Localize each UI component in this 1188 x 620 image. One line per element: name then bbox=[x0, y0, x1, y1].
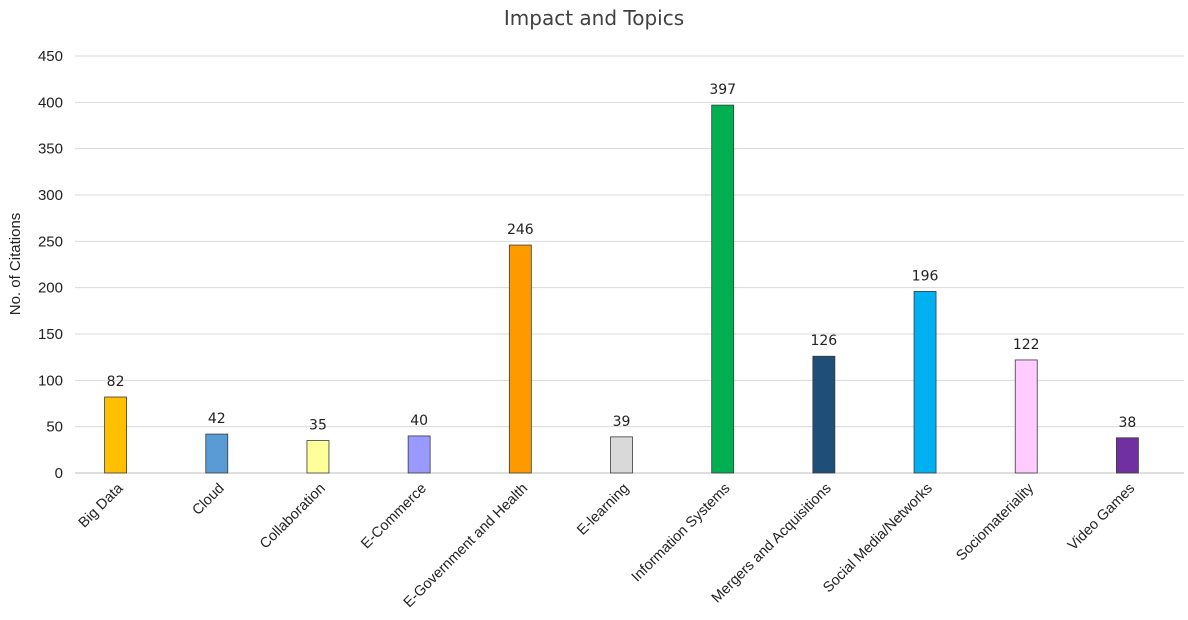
y-tick-label: 400 bbox=[38, 94, 63, 111]
data-label: 397 bbox=[709, 82, 736, 98]
data-label: 42 bbox=[208, 411, 226, 427]
bar bbox=[610, 436, 633, 474]
category-label: E-Commerce bbox=[358, 481, 430, 553]
y-tick-label: 200 bbox=[38, 280, 63, 297]
category-label: Social Media/Networks bbox=[820, 481, 936, 597]
category-label: Collaboration bbox=[257, 481, 329, 553]
data-labels: 82 42 35 40 246 39 397 126 196 122 38 bbox=[107, 82, 1137, 433]
y-tick-label: 350 bbox=[38, 141, 63, 158]
category-label: E-learning bbox=[574, 481, 632, 539]
data-label: 196 bbox=[912, 268, 939, 284]
x-axis-categories: Big Data Cloud Collaboration E-CommerceE-Go… bbox=[76, 480, 1138, 611]
bar bbox=[913, 290, 937, 474]
data-label: 126 bbox=[810, 333, 837, 349]
y-axis-ticks: 0 50 100 150 200 250 300 350 400 450 bbox=[38, 48, 63, 482]
category-label: Mergers and Acquisitions bbox=[709, 481, 835, 607]
data-label: 246 bbox=[507, 222, 534, 238]
bar bbox=[1014, 359, 1038, 474]
data-label: 82 bbox=[107, 374, 125, 390]
data-label: 122 bbox=[1013, 337, 1040, 353]
category-label: Video Games bbox=[1065, 481, 1138, 554]
bar bbox=[205, 433, 229, 474]
y-tick-label: 50 bbox=[46, 419, 63, 436]
bar bbox=[812, 355, 836, 474]
chart-title: Impact and Topics bbox=[503, 6, 685, 30]
bar bbox=[508, 244, 532, 474]
bar bbox=[306, 440, 330, 474]
bar bbox=[407, 435, 431, 474]
y-tick-label: 250 bbox=[38, 233, 63, 250]
category-label: Sociomateriality bbox=[953, 480, 1037, 564]
category-label: Big Data bbox=[76, 480, 127, 531]
y-tick-label: 300 bbox=[38, 187, 63, 204]
bar bbox=[104, 396, 127, 474]
y-tick-label: 100 bbox=[38, 372, 63, 389]
data-label: 39 bbox=[613, 414, 631, 430]
category-label: Information Systems bbox=[629, 481, 734, 586]
bars bbox=[104, 104, 1139, 474]
bar bbox=[711, 104, 735, 474]
category-label: Cloud bbox=[189, 481, 227, 519]
y-tick-label: 0 bbox=[55, 465, 63, 482]
data-label: 40 bbox=[410, 413, 428, 429]
bar bbox=[1116, 437, 1139, 474]
y-tick-label: 150 bbox=[38, 326, 63, 343]
data-label: 35 bbox=[309, 418, 327, 434]
grid-lines bbox=[75, 55, 1184, 474]
y-axis-label: No. of Citations bbox=[7, 213, 24, 316]
y-tick-label: 450 bbox=[38, 48, 63, 65]
data-label: 38 bbox=[1118, 415, 1136, 431]
